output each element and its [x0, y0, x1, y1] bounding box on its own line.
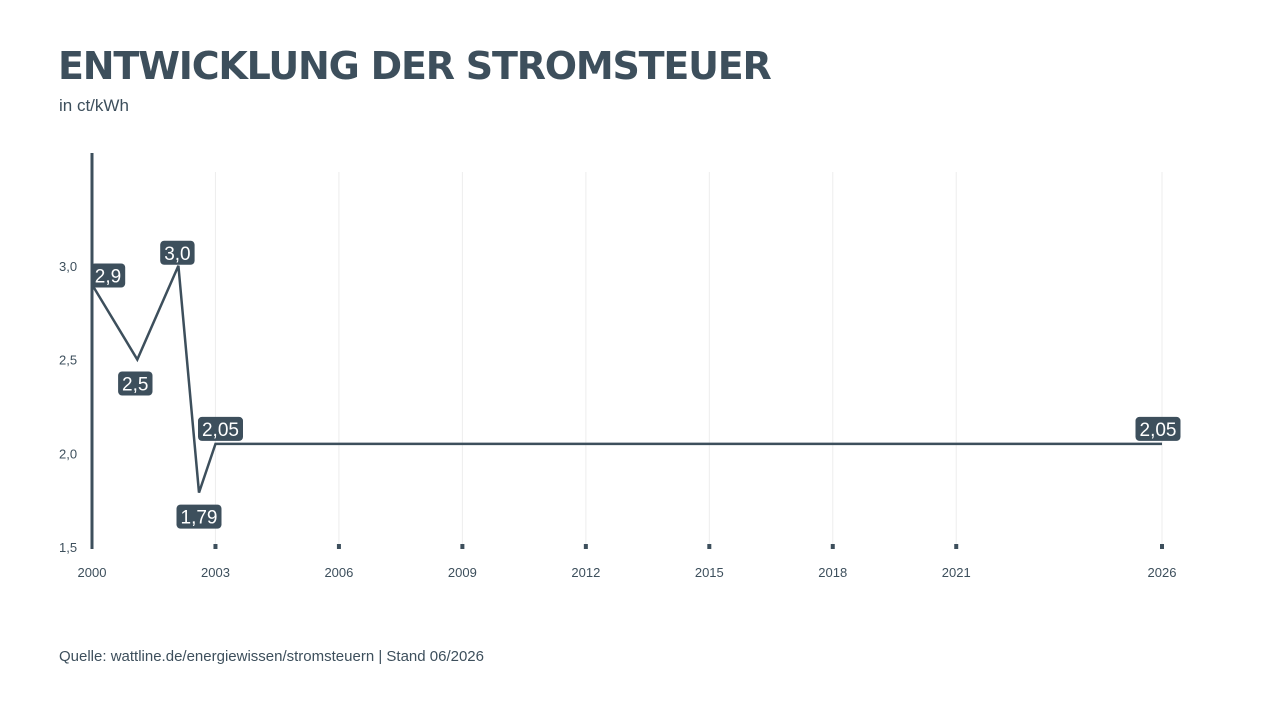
data-label: 2,9	[90, 263, 126, 288]
y-tick-label: 2,5	[59, 353, 77, 368]
data-label-box	[198, 416, 243, 441]
x-tick-label: 2006	[324, 565, 353, 580]
x-tick-mark	[213, 544, 218, 549]
data-label-box	[118, 371, 153, 396]
data-label: 2,5	[118, 371, 153, 396]
data-label: 1,79	[176, 504, 222, 529]
x-tick-label: 2021	[942, 565, 971, 580]
data-label-box	[90, 263, 126, 288]
x-tick-label: 2026	[1148, 565, 1177, 580]
source-note: Quelle: wattline.de/energiewissen/stroms…	[59, 648, 484, 665]
x-tick-mark	[583, 544, 588, 549]
chart-title: ENTWICKLUNG DER STROMSTEUER	[58, 44, 772, 88]
x-tick-mark	[460, 544, 465, 549]
data-label-text: 2,05	[202, 420, 239, 441]
x-tick-mark	[707, 544, 712, 549]
x-tick-label: 2009	[448, 565, 477, 580]
series-line	[90, 265, 1162, 494]
data-label: 2,05	[198, 416, 243, 441]
data-label-text: 1,79	[181, 508, 218, 529]
data-label: 2,05	[1135, 416, 1181, 441]
x-tick-mark	[830, 544, 835, 549]
x-tick-mark	[1160, 544, 1164, 549]
data-label-text: 2,5	[122, 375, 148, 396]
data-label: 3,0	[160, 240, 195, 265]
y-tick-label: 2,0	[59, 446, 77, 461]
data-label-box	[176, 504, 222, 529]
x-tick-mark	[954, 544, 959, 549]
x-tick-label: 2003	[201, 565, 230, 580]
y-tick-label: 1,5	[59, 540, 77, 555]
data-label-text: 2,05	[1140, 420, 1177, 441]
data-label-box	[160, 240, 195, 265]
chart-subtitle: in ct/kWh	[59, 96, 129, 115]
x-tick-label: 2015	[695, 565, 724, 580]
x-tick-label: 2000	[78, 565, 107, 580]
y-tick-label: 3,0	[59, 259, 77, 274]
data-label-box	[1135, 416, 1181, 441]
x-tick-mark	[336, 544, 341, 549]
data-label-text: 2,9	[95, 267, 121, 288]
x-tick-label: 2012	[571, 565, 600, 580]
x-tick-label: 2018	[818, 565, 847, 580]
data-label-text: 3,0	[164, 244, 190, 265]
